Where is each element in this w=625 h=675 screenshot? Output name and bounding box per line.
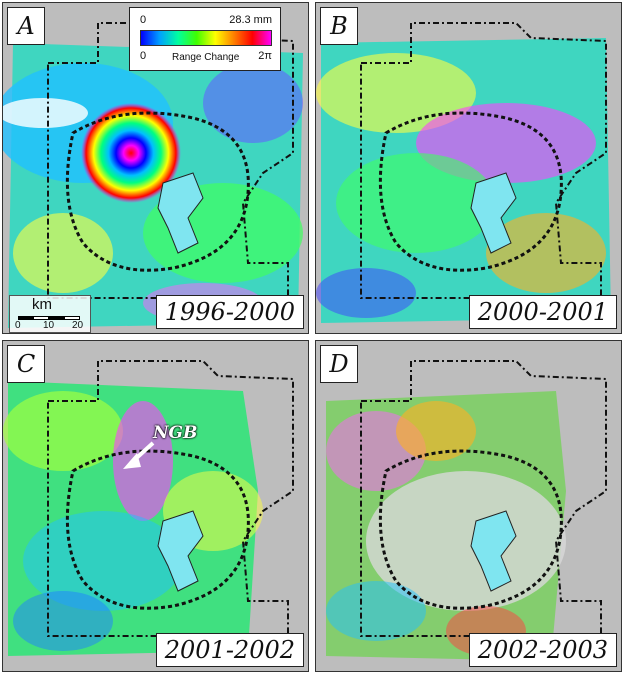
scale-tick-0: 0 xyxy=(15,320,21,331)
park-boundary xyxy=(360,360,607,637)
interferogram-map-c xyxy=(3,341,308,671)
scale-tick-20: 20 xyxy=(72,320,84,331)
panel-label: C xyxy=(7,345,45,383)
period-label: 2001-2002 xyxy=(155,633,304,667)
legend-phase-min: 0 xyxy=(140,50,147,62)
panel-d: D 2002-2003 xyxy=(315,340,622,672)
yellowstone-lake xyxy=(470,172,517,254)
ngb-arrowhead xyxy=(123,453,141,469)
caldera-rim xyxy=(378,449,563,610)
interferogram-map-b xyxy=(316,3,621,333)
panel-label: A xyxy=(7,7,45,45)
yellowstone-lake xyxy=(157,172,204,254)
scale-tick-10: 10 xyxy=(43,320,55,331)
panel-label: B xyxy=(320,7,358,45)
period-label: 1996-2000 xyxy=(155,295,304,329)
color-legend: 0 28.3 mm 0 Range Change 2π xyxy=(129,7,281,71)
park-boundary xyxy=(47,22,294,299)
panel-c: C NGB 2001-2002 xyxy=(2,340,309,672)
caldera-rim xyxy=(65,111,250,272)
ngb-annotation: NGB xyxy=(153,423,198,443)
legend-colorbar xyxy=(140,30,272,46)
yellowstone-lake xyxy=(470,510,517,592)
caldera-rim xyxy=(378,111,563,272)
panel-label: D xyxy=(320,345,358,383)
park-boundary xyxy=(360,22,607,299)
park-boundary xyxy=(47,360,294,637)
yellowstone-lake xyxy=(157,510,204,592)
legend-max-mm: 28.3 mm xyxy=(229,14,272,26)
panel-a: A 0 28.3 mm 0 Range Change 2π km 0 10 20… xyxy=(2,2,309,334)
period-label: 2002-2003 xyxy=(468,633,617,667)
caldera-rim xyxy=(65,449,250,610)
legend-min: 0 xyxy=(140,14,147,26)
interferogram-map-d xyxy=(316,341,621,671)
legend-phase-max: 2π xyxy=(258,50,272,62)
scale-bar: km 0 10 20 xyxy=(9,295,91,333)
period-label: 2000-2001 xyxy=(468,295,617,329)
panel-b: B 2000-2001 xyxy=(315,2,622,334)
scale-segments xyxy=(18,316,80,320)
legend-title: Range Change xyxy=(172,52,240,63)
scale-unit: km xyxy=(32,296,52,313)
